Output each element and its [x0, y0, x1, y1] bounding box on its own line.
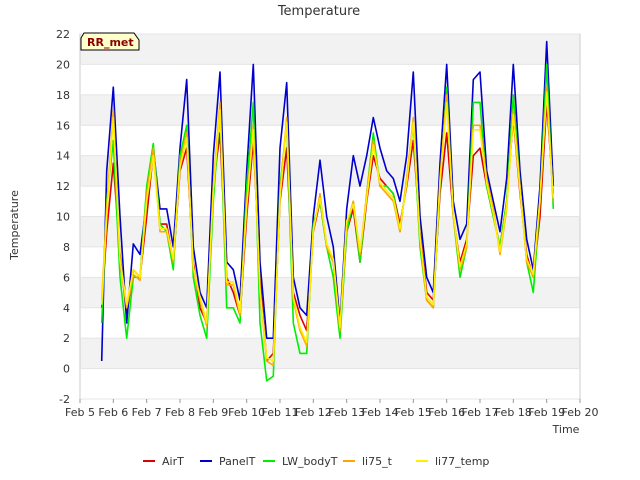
- x-tick-label: Feb 6: [98, 406, 128, 419]
- background-band: [80, 338, 580, 369]
- background-band: [80, 186, 580, 217]
- y-tick-label: -2: [59, 393, 70, 406]
- x-tick-label: Feb 13: [328, 406, 365, 419]
- y-tick-label: 18: [56, 89, 70, 102]
- y-tick-label: 2: [63, 332, 70, 345]
- background-band: [80, 277, 580, 308]
- x-tick-label: Feb 12: [295, 406, 332, 419]
- background-band: [80, 368, 580, 399]
- background-band: [80, 155, 580, 187]
- y-tick-label: 20: [56, 58, 70, 71]
- legend-label: li75_t: [362, 455, 393, 468]
- x-tick-label: Feb 20: [562, 406, 599, 419]
- y-tick-label: 6: [63, 271, 70, 284]
- series-lines: [100, 40, 555, 382]
- background-band: [80, 64, 580, 95]
- x-tick-label: Feb 11: [262, 406, 299, 419]
- y-axis-ticks: -2 0 2 4 6 8 10 12 14 16 18 20 22: [56, 28, 580, 406]
- x-tick-label: Feb 15: [395, 406, 432, 419]
- y-axis-label: Temperature: [8, 190, 21, 261]
- x-tick-label: Feb 9: [198, 406, 228, 419]
- rr-met-badge: RR_met: [80, 32, 140, 51]
- y-tick-label: 8: [63, 241, 70, 254]
- x-axis-label: Time: [552, 423, 580, 436]
- legend-label: PanelT: [219, 455, 256, 468]
- badge-label: RR_met: [87, 36, 134, 49]
- legend: AirT PanelT LW_bodyT li75_t li77_temp: [143, 455, 489, 468]
- x-tick-label: Feb 5: [65, 406, 95, 419]
- legend-label: LW_bodyT: [282, 455, 338, 468]
- x-tick-label: Feb 14: [362, 406, 399, 419]
- y-tick-label: 22: [56, 28, 70, 41]
- x-tick-label: Feb 7: [132, 406, 162, 419]
- background-band: [80, 34, 580, 65]
- x-tick-label: Feb 19: [528, 406, 565, 419]
- chart-title: Temperature: [277, 4, 360, 19]
- x-tick-label: Feb 17: [462, 406, 499, 419]
- y-tick-label: 16: [56, 119, 70, 132]
- y-tick-label: 12: [56, 180, 70, 193]
- background-band: [80, 125, 580, 156]
- series-line-li77-temp: [100, 91, 555, 362]
- x-tick-label: Feb 8: [165, 406, 195, 419]
- y-tick-label: 4: [63, 302, 70, 315]
- y-tick-label: 10: [56, 211, 70, 224]
- background-band: [80, 94, 580, 126]
- legend-label: AirT: [162, 455, 184, 468]
- x-tick-label: Feb 10: [228, 406, 265, 419]
- y-tick-label: 14: [56, 150, 70, 163]
- x-tick-label: Feb 16: [428, 406, 465, 419]
- series-line-panelt: [100, 40, 555, 362]
- y-tick-label: 0: [63, 363, 70, 376]
- legend-label: li77_temp: [435, 455, 489, 468]
- background-band: [80, 307, 580, 339]
- x-tick-label: Feb 18: [495, 406, 532, 419]
